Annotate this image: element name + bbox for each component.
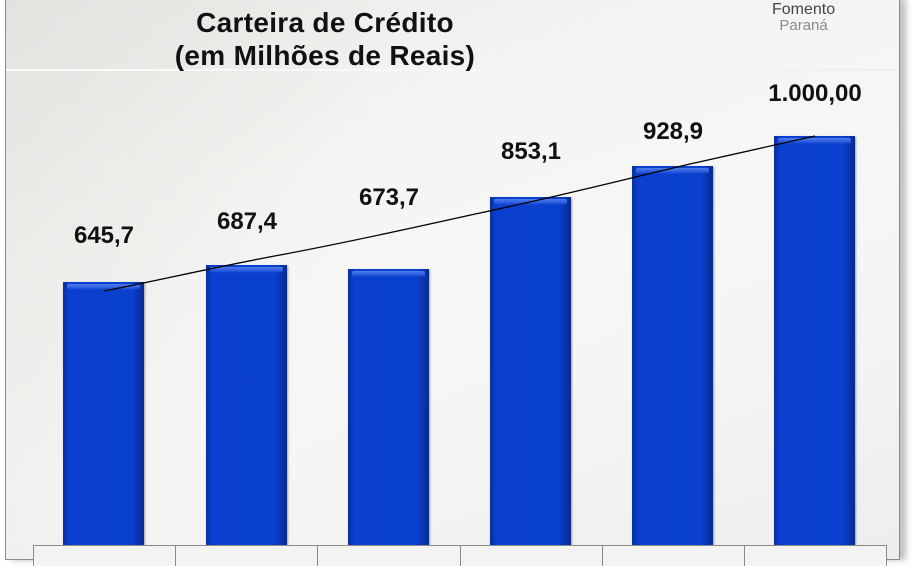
category-cell-3 — [317, 546, 460, 566]
category-cell-2 — [175, 546, 318, 566]
title-line-1: Carteira de Crédito — [196, 7, 454, 38]
bar-6 — [774, 136, 855, 545]
data-label-3: 673,7 — [358, 184, 420, 211]
bar-4 — [490, 197, 571, 545]
bar-3 — [348, 269, 429, 545]
bar-2 — [206, 265, 287, 545]
bar-1 — [63, 282, 144, 545]
data-label-1: 645,7 — [73, 222, 135, 249]
data-label-5: 928,9 — [642, 118, 704, 145]
category-cell-6 — [743, 546, 888, 566]
chart-frame — [5, 0, 900, 560]
data-label-6: 1.000,00 — [768, 80, 862, 107]
fomento-parana-logo: Fomento Paraná — [772, 2, 835, 34]
category-table — [33, 545, 888, 566]
data-label-2: 687,4 — [216, 208, 278, 235]
category-cell-5 — [601, 546, 744, 566]
data-label-4: 853,1 — [500, 138, 562, 165]
title-line-2: (em Milhões de Reais) — [174, 40, 476, 71]
logo-line-1: Fomento — [772, 1, 836, 18]
header-divider — [6, 69, 899, 71]
category-cell-1 — [33, 546, 176, 566]
bar-5 — [632, 166, 713, 545]
chart-title: Carteira de Crédito (em Milhões de Reais… — [0, 6, 650, 72]
logo-line-2: Paraná — [779, 17, 828, 34]
category-cell-4 — [459, 546, 602, 566]
